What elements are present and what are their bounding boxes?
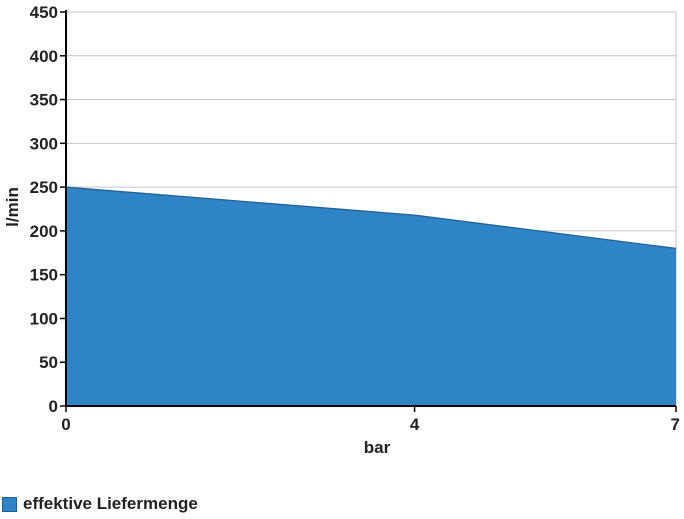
y-tick-label-200: 200 [30,222,58,241]
y-tick-label-450: 450 [30,3,58,22]
legend-swatch [2,496,17,512]
y-tick-label-0: 0 [49,397,58,416]
x-tick-label-0: 0 [61,415,70,434]
x-tick-label-4: 4 [410,415,420,434]
y-tick-label-50: 50 [39,353,58,372]
y-tick-label-350: 350 [30,91,58,110]
y-tick-label-250: 250 [30,178,58,197]
chart: 0 50 100 150 200 250 300 350 400 450 0 4 7 bar l/mi… [3,3,680,457]
x-axis-title: bar [364,438,391,457]
y-tick-label-300: 300 [30,134,58,153]
area-layer [65,186,677,406]
legend-label: effektive Liefermenge [23,494,198,513]
axes [60,10,677,412]
y-tick-labels: 0 50 100 150 200 250 300 350 400 450 [30,3,58,416]
y-tick-label-400: 400 [30,47,58,66]
legend: effektive Liefermenge [2,494,198,514]
series-area-effektive-liefermenge [66,187,676,406]
y-axis-title: l/min [3,187,22,227]
y-tick-label-100: 100 [30,309,58,328]
x-tick-labels: 0 4 7 [61,415,680,434]
x-tick-label-7: 7 [671,415,680,434]
y-tick-label-150: 150 [30,266,58,285]
